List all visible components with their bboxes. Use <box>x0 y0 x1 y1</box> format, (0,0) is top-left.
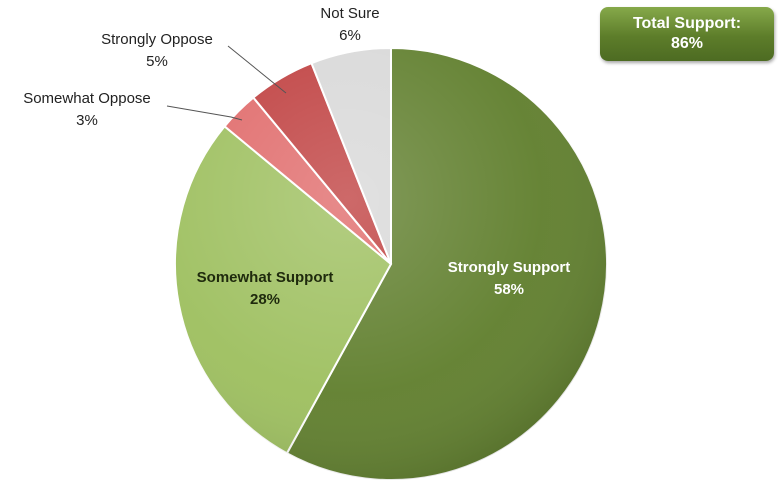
slice-value-strongly-support: 58% <box>494 281 524 298</box>
slice-label-somewhat-support: Somewhat Support <box>197 269 334 286</box>
total-support-badge: Total Support: 86% <box>600 7 774 61</box>
total-support-value: 86% <box>670 35 704 52</box>
leader-line-strongly-oppose <box>227 45 287 94</box>
slice-label-somewhat-oppose: Somewhat Oppose <box>23 90 151 107</box>
slice-label-not-sure: Not Sure <box>320 5 379 22</box>
slice-label-strongly-oppose: Strongly Oppose <box>101 31 213 48</box>
slice-label-strongly-support: Strongly Support <box>448 259 571 276</box>
slice-value-strongly-oppose: 5% <box>146 53 168 70</box>
slice-value-somewhat-oppose: 3% <box>76 112 98 129</box>
slice-value-somewhat-support: 28% <box>250 291 280 308</box>
slice-value-not-sure: 6% <box>339 27 361 44</box>
total-support-label: Total Support: <box>632 15 742 32</box>
leader-line-somewhat-oppose <box>166 105 243 121</box>
